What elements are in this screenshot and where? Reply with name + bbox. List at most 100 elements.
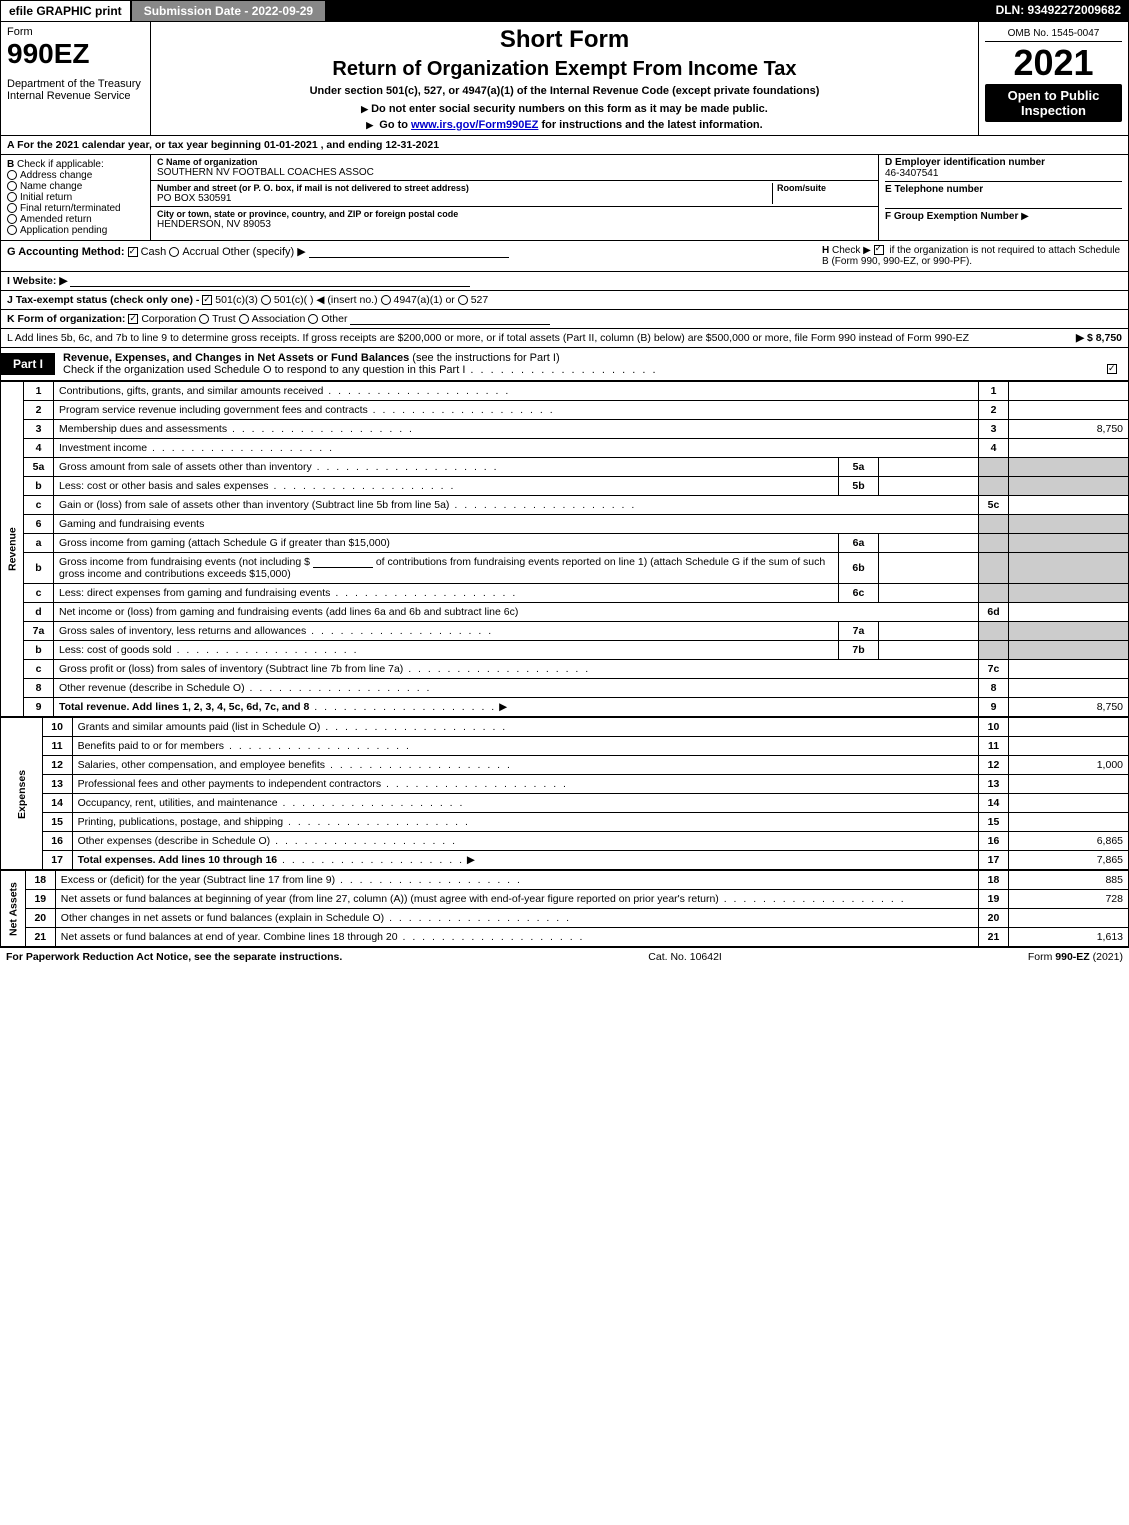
line-5b: b Less: cost or other basis and sales ex… <box>1 477 1129 496</box>
part1-title: Revenue, Expenses, and Changes in Net As… <box>55 348 1128 380</box>
opt-initial[interactable]: Initial return <box>7 192 144 203</box>
c12: 12 <box>979 756 1009 775</box>
line-16: 16 Other expenses (describe in Schedule … <box>1 832 1129 851</box>
j-501c[interactable] <box>261 295 271 305</box>
grp-label: F Group Exemption Number <box>885 211 1018 222</box>
d6b1: Gross income from fundraising events (no… <box>59 556 310 568</box>
room-col: Room/suite <box>772 183 872 204</box>
v13 <box>1009 775 1129 794</box>
mv5b <box>879 477 979 496</box>
c6c-shade <box>979 584 1009 603</box>
v5c <box>1009 496 1129 515</box>
city-row: City or town, state or province, country… <box>151 207 878 232</box>
c20: 20 <box>979 909 1009 928</box>
c11: 11 <box>979 737 1009 756</box>
org-name: SOUTHERN NV FOOTBALL COACHES ASSOC <box>157 167 872 178</box>
c7c: 7c <box>979 660 1009 679</box>
v6b-shade <box>1009 553 1129 584</box>
j-501c3[interactable] <box>202 295 212 305</box>
c21: 21 <box>979 928 1009 947</box>
d14: Occupancy, rent, utilities, and maintena… <box>72 794 978 813</box>
line-7c: c Gross profit or (loss) from sales of i… <box>1 660 1129 679</box>
v18: 885 <box>1009 871 1129 890</box>
d8: Other revenue (describe in Schedule O) <box>54 679 979 698</box>
row-h: H Check ▶ if the organization is not req… <box>822 245 1122 267</box>
j-label: J Tax-exempt status (check only one) - <box>7 294 199 306</box>
line-5a: 5a Gross amount from sale of assets othe… <box>1 458 1129 477</box>
n6c: c <box>24 584 54 603</box>
k-corp[interactable] <box>128 314 138 324</box>
opt-name[interactable]: Name change <box>7 181 144 192</box>
other-fill[interactable] <box>309 246 509 258</box>
topbar-spacer <box>326 0 987 22</box>
d7c: Gross profit or (loss) from sales of inv… <box>54 660 979 679</box>
irs-link[interactable]: www.irs.gov/Form990EZ <box>411 119 538 131</box>
line-14: 14 Occupancy, rent, utilities, and maint… <box>1 794 1129 813</box>
n21: 21 <box>25 928 55 947</box>
opt-address[interactable]: Address change <box>7 170 144 181</box>
v7a-shade <box>1009 622 1129 641</box>
h-text1: Check ▶ <box>832 245 871 256</box>
n2: 2 <box>24 401 54 420</box>
d1: Contributions, gifts, grants, and simila… <box>54 382 979 401</box>
d16: Other expenses (describe in Schedule O) <box>72 832 978 851</box>
n15: 15 <box>42 813 72 832</box>
d5c: Gain or (loss) from sale of assets other… <box>54 496 979 515</box>
c16: 16 <box>979 832 1009 851</box>
opt-amended[interactable]: Amended return <box>7 214 144 225</box>
n6a: a <box>24 534 54 553</box>
c17: 17 <box>979 851 1009 870</box>
d12: Salaries, other compensation, and employ… <box>72 756 978 775</box>
c6-shade <box>979 515 1009 534</box>
k-trust[interactable] <box>199 314 209 324</box>
addr-col: Number and street (or P. O. box, if mail… <box>157 183 772 204</box>
j-527[interactable] <box>458 295 468 305</box>
n7b: b <box>24 641 54 660</box>
part1-schedule-o-check[interactable] <box>1107 364 1117 374</box>
c9: 9 <box>979 698 1009 717</box>
submission-date: Submission Date - 2022-09-29 <box>131 0 326 22</box>
c7b-shade <box>979 641 1009 660</box>
d6b: Gross income from fundraising events (no… <box>54 553 839 584</box>
h-check[interactable] <box>874 245 884 255</box>
opt-pending[interactable]: Application pending <box>7 225 144 236</box>
cash-label: Cash <box>141 246 167 258</box>
ein: 46-3407541 <box>885 168 938 179</box>
m6b: 6b <box>839 553 879 584</box>
opt-final[interactable]: Final return/terminated <box>7 203 144 214</box>
website-fill[interactable] <box>70 275 470 287</box>
m5b: 5b <box>839 477 879 496</box>
sec-b-label: B <box>7 159 14 170</box>
v8 <box>1009 679 1129 698</box>
v7b-shade <box>1009 641 1129 660</box>
d15: Printing, publications, postage, and shi… <box>72 813 978 832</box>
line-17: 17 Total expenses. Add lines 10 through … <box>1 851 1129 870</box>
netassets-table: Net Assets 18 Excess or (deficit) for th… <box>0 870 1129 947</box>
d7b: Less: cost of goods sold <box>54 641 839 660</box>
c6b-shade <box>979 553 1009 584</box>
k-assoc[interactable] <box>239 314 249 324</box>
n6: 6 <box>24 515 54 534</box>
l-amount: ▶ $ 8,750 <box>1022 332 1122 344</box>
efile-print-label[interactable]: efile GRAPHIC print <box>0 0 131 22</box>
line-13: 13 Professional fees and other payments … <box>1 775 1129 794</box>
c6a-shade <box>979 534 1009 553</box>
accrual-check[interactable] <box>169 247 179 257</box>
section-bcd: B Check if applicable: Address change Na… <box>0 155 1129 241</box>
v6-shade <box>1009 515 1129 534</box>
v12: 1,000 <box>1009 756 1129 775</box>
line-7a: 7a Gross sales of inventory, less return… <box>1 622 1129 641</box>
g-label: G Accounting Method: <box>7 246 125 258</box>
cash-check[interactable] <box>128 247 138 257</box>
k-other-fill[interactable] <box>350 313 550 325</box>
accrual-label: Accrual <box>182 246 219 258</box>
d6b-fill[interactable] <box>313 556 373 568</box>
n5b: b <box>24 477 54 496</box>
j-4947[interactable] <box>381 295 391 305</box>
short-form-label: Short Form <box>159 26 970 54</box>
tel-label: E Telephone number <box>885 184 983 195</box>
line-6a: a Gross income from gaming (attach Sched… <box>1 534 1129 553</box>
section-d: D Employer identification number 46-3407… <box>878 155 1128 240</box>
footer-mid: Cat. No. 10642I <box>648 951 722 963</box>
k-other[interactable] <box>308 314 318 324</box>
